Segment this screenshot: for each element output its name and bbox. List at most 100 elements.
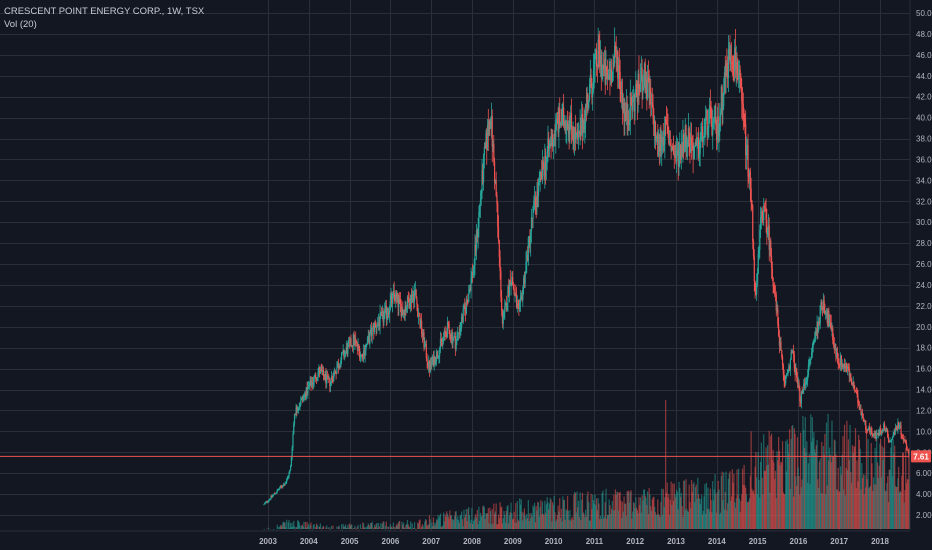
volume-bar [419,519,421,529]
candle-body [614,45,617,51]
candle-body [458,332,460,334]
candle-body [363,350,365,356]
candle-body [550,142,552,147]
volume-bar [554,512,556,529]
candle-body [416,298,418,305]
symbol-title[interactable]: CRESCENT POINT ENERGY CORP., 1W, TSX [4,6,205,17]
volume-bar [722,500,724,529]
candle-body [315,374,317,380]
price-tick-label: 28.00 [916,239,932,248]
candle-body [819,305,821,324]
volume-bar [304,521,307,529]
volume-bar [854,446,856,529]
volume-bar [661,515,664,529]
volume-bar [815,445,817,529]
volume-bar [427,524,429,529]
candle-body [712,122,714,136]
candle-body [830,323,832,330]
candle-body [737,73,739,80]
candle-body [789,366,791,370]
volume-bar [595,498,598,529]
volume-bar [571,517,573,529]
candle-body [356,341,358,348]
candle-body [902,437,904,441]
volume-bar [794,433,796,529]
candle-body [332,378,334,381]
candle-body [563,107,565,126]
candle-body [733,68,735,72]
candle-body [673,154,675,157]
volume-bar [523,512,525,529]
volume-indicator-label[interactable]: Vol (20) [4,19,37,30]
candle-body [351,345,354,346]
candle-body [781,356,784,366]
volume-bar [541,501,544,529]
volume-bar [364,528,366,529]
candle-body [875,433,877,439]
candle-body [462,309,464,323]
candle-body [768,225,770,250]
candle-body [792,351,795,356]
volume-bar [796,437,799,529]
volume-bar [856,460,858,529]
volume-bar [344,526,346,529]
volume-bar [539,507,541,529]
volume-bar [480,516,482,529]
candle-body [289,470,291,473]
volume-bar [901,452,904,529]
candle-body [523,278,525,289]
volume-bar [472,523,474,529]
volume-bar [860,489,862,529]
volume-bar [676,491,679,529]
candle-body [296,407,298,411]
volume-bar [451,519,453,529]
volume-bar [690,479,693,529]
volume-bar [887,501,890,529]
candle-body [837,359,839,364]
candle-body [274,493,276,495]
candle-body [472,272,474,276]
volume-bar [337,526,340,529]
candle-body [475,244,477,251]
candle-body [373,323,376,333]
candle-body [299,404,301,407]
volume-bar [640,512,642,529]
volume-bar [833,439,835,529]
volume-bar [355,529,358,530]
volume-bar [878,465,880,529]
volume-bar [377,528,379,529]
volume-bar [792,496,795,529]
time-axis[interactable] [0,531,910,550]
candle-body [591,87,593,98]
candle-body [595,50,597,55]
candle-body [834,348,836,350]
volume-bar [485,513,487,529]
volume-bar [623,496,625,529]
price-axis[interactable] [910,0,932,550]
volume-bar [840,474,842,529]
candle-body [692,145,694,159]
candle-body [397,293,399,307]
volume-bar [599,519,601,529]
candle-body [438,355,440,357]
candle-body [745,123,747,156]
candle-body [278,489,280,491]
candle-body [836,352,839,360]
candle-body [530,217,533,232]
candle-body [804,383,806,387]
candle-body [267,501,269,503]
price-tick-label: 50.00 [916,9,932,18]
volume-bar [807,482,809,529]
candle-body [446,333,448,338]
candle-body [429,362,431,372]
volume-bar [504,514,506,529]
candle-body [752,205,754,242]
volume-bar [610,508,613,529]
volume-bar [870,443,872,529]
volume-bar [790,438,792,529]
candle-body [355,340,358,342]
candle-body [585,104,587,124]
candle-body [743,113,745,119]
candle-body [665,117,667,120]
